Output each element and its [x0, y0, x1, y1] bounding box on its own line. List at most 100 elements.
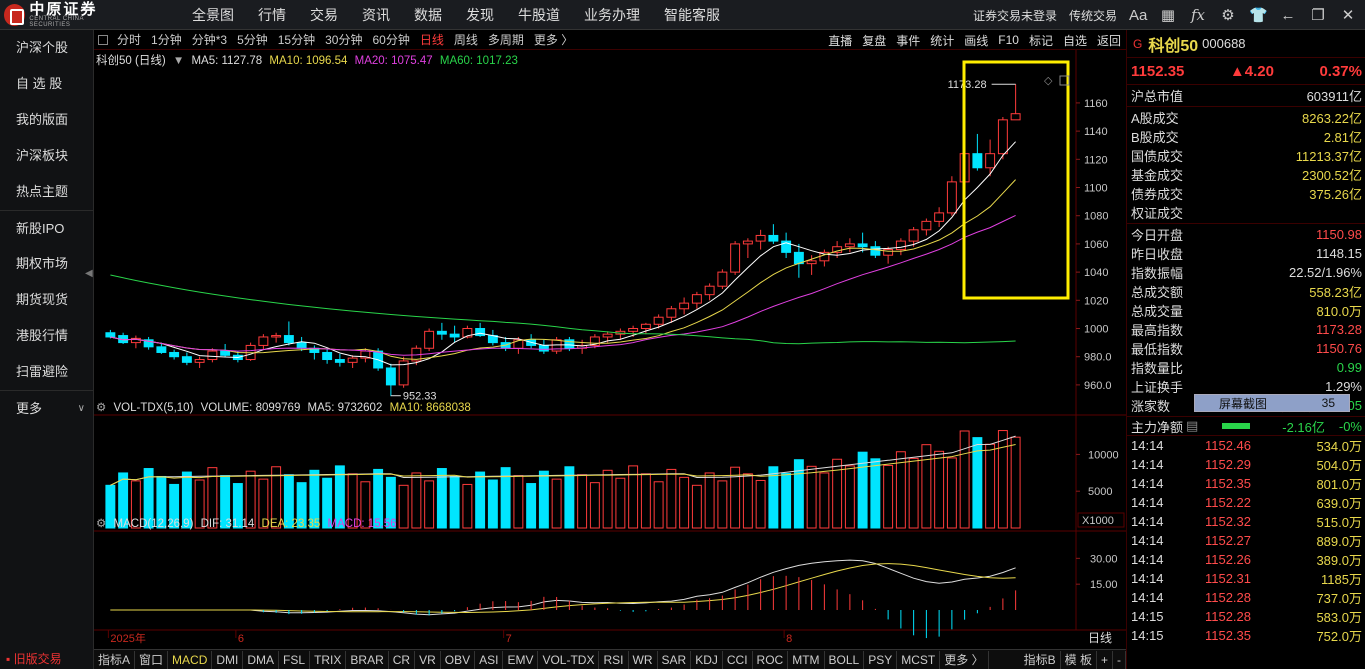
chart-tool-button[interactable]: 复盘 — [862, 33, 887, 48]
macd-value: MACD: 15.56 — [327, 518, 397, 530]
indicator-tab[interactable]: BOLL — [825, 650, 865, 669]
period-tab[interactable]: 多周期 — [487, 33, 524, 47]
period-tab[interactable]: 更多 〉 — [533, 33, 574, 47]
indicator-tab[interactable]: TRIX — [310, 650, 347, 669]
screenshot-tooltip[interactable]: 屏幕截图 35 — [1194, 394, 1350, 412]
indicator-tab[interactable]: BRAR — [346, 650, 389, 669]
indicator-tab[interactable]: DMA — [243, 650, 280, 669]
indicator-tab[interactable]: VR — [415, 650, 441, 669]
shirt-icon[interactable]: 👕 — [1249, 7, 1268, 24]
close-icon[interactable]: ✕ — [1341, 7, 1355, 24]
chart-tool-button[interactable]: 画线 — [964, 33, 989, 48]
flow-detail-icon[interactable]: ▤ — [1186, 418, 1199, 433]
kline-chart[interactable]: 1160 1140 1120 1100 1080 1060 1040 1020 1000 980.… — [94, 50, 1126, 650]
chart-tool-button[interactable]: 自选 — [1062, 33, 1087, 48]
chart-tool-button[interactable]: 统计 — [930, 33, 955, 48]
candle-body — [347, 357, 358, 363]
indicator-tab[interactable]: VOL-TDX — [538, 650, 600, 669]
top-menu-item[interactable]: 牛股道 — [518, 7, 560, 23]
top-menu-item[interactable]: 行情 — [258, 7, 286, 23]
period-tab[interactable]: 15分钟 — [277, 33, 316, 47]
top-menu-item[interactable]: 数据 — [414, 7, 442, 23]
indicator-right-button[interactable]: 模 板 — [1061, 650, 1097, 669]
chart-tool-button[interactable]: F10 — [998, 33, 1019, 47]
indicator-tab[interactable]: CCI — [723, 650, 753, 669]
sidebar-collapse-icon[interactable]: ◀ — [85, 268, 93, 279]
top-menu-item[interactable]: 资讯 — [362, 7, 390, 23]
grid-icon[interactable]: ▦ — [1160, 7, 1176, 24]
sidebar-item[interactable]: 期货现货 — [0, 282, 93, 318]
indicator-tab[interactable]: CR — [389, 650, 416, 669]
indicator-tab[interactable]: EMV — [503, 650, 539, 669]
tick-time: 14:14 — [1131, 552, 1164, 567]
indicator-tab[interactable]: 窗口 — [135, 650, 169, 669]
top-menu-item[interactable]: 全景图 — [192, 7, 234, 23]
volume-settings-icon[interactable]: ⚙ — [96, 402, 107, 414]
period-tab[interactable]: 1分钟 — [151, 33, 182, 47]
sidebar-item[interactable]: 扫雷避险 — [0, 354, 93, 390]
indicator-tab[interactable]: RSI — [599, 650, 629, 669]
sidebar-item[interactable]: 沪深板块 — [0, 138, 93, 174]
sidebar-item[interactable]: 新股IPO — [0, 210, 93, 246]
font-size-icon[interactable]: Aa — [1129, 6, 1148, 24]
price-axis-label: 1080 — [1084, 211, 1108, 223]
period-tab[interactable]: 周线 — [453, 33, 478, 47]
indicator-tab[interactable]: ROC — [753, 650, 789, 669]
top-menu-item[interactable]: 交易 — [310, 7, 338, 23]
indicator-tab[interactable]: MACD — [168, 650, 213, 669]
indicator-right-button[interactable]: + — [1097, 650, 1113, 669]
sidebar-item[interactable]: 期权市场 — [0, 246, 93, 282]
indicator-right-button[interactable]: 指标B — [1020, 650, 1061, 669]
back-icon[interactable]: ← — [1280, 6, 1296, 24]
sidebar-item[interactable]: 自 选 股 — [0, 66, 93, 102]
sidebar-item[interactable]: 我的版面 — [0, 102, 93, 138]
indicator-right-button[interactable]: - — [1113, 650, 1126, 669]
period-tab[interactable]: 日线 — [419, 33, 444, 47]
gear-icon[interactable]: ⚙ — [1221, 7, 1235, 24]
indicator-tab[interactable]: WR — [629, 650, 658, 669]
period-tab[interactable]: 5分钟 — [237, 33, 268, 47]
indicator-tab[interactable]: ASI — [475, 650, 504, 669]
sidebar-item[interactable]: 港股行情 — [0, 318, 93, 354]
quote-value: 810.0万 — [1316, 304, 1362, 319]
sidebar-item[interactable]: 热点主题 — [0, 174, 93, 210]
trade-mode[interactable]: 传统交易 — [1068, 8, 1117, 23]
quote-value: 0.99 — [1336, 360, 1362, 375]
chart-tool-button[interactable]: 标记 — [1028, 33, 1053, 48]
chart-tool-button[interactable]: 返回 — [1096, 33, 1121, 48]
macd-settings-icon[interactable]: ⚙ — [96, 518, 107, 530]
quote-key: 最低指数 — [1131, 342, 1184, 357]
volume-bar — [844, 465, 855, 529]
function-icon[interactable]: fx — [1190, 6, 1205, 24]
period-menu-icon[interactable] — [98, 34, 108, 45]
indicator-tab[interactable]: FSL — [279, 650, 311, 669]
indicator-tab[interactable]: PSY — [864, 650, 898, 669]
chart-tool-button[interactable]: 事件 — [896, 33, 921, 48]
tick-list[interactable]: 14:14 1152.46 534.0万 14:14 1152.29 504.0万 14:1… — [1127, 436, 1365, 645]
candle-body — [844, 243, 855, 248]
login-status[interactable]: 证券交易未登录 — [972, 8, 1057, 23]
indicator-tab[interactable]: DMI — [212, 650, 244, 669]
indicator-tab[interactable]: KDJ — [691, 650, 723, 669]
period-tab[interactable]: 分钟*3 — [191, 33, 228, 47]
sidebar-item[interactable]: 更多 ∨ — [0, 390, 93, 426]
volume-bar — [691, 484, 702, 529]
indicator-tab[interactable]: MTM — [788, 650, 825, 669]
top-menu-item[interactable]: 发现 — [466, 7, 494, 23]
chart-tool-button[interactable]: 直播 — [828, 33, 853, 48]
indicator-tab[interactable]: MCST — [897, 650, 941, 669]
period-tab[interactable]: 30分钟 — [325, 33, 363, 47]
top-menu-item[interactable]: 业务办理 — [584, 7, 640, 23]
sidebar-item[interactable]: 沪深个股 — [0, 30, 93, 66]
indicator-tab[interactable]: SAR — [658, 650, 692, 669]
restore-icon[interactable]: ❐ — [1311, 7, 1325, 24]
top-menu-item[interactable]: 智能客服 — [664, 7, 720, 23]
legend-toggle-icon[interactable]: ▼ — [172, 55, 185, 67]
indicator-tab[interactable]: 更多 〉 — [940, 650, 989, 669]
old-trade-link[interactable]: ▪ 旧版交易 — [6, 652, 62, 666]
indicator-tab[interactable]: OBV — [441, 650, 476, 669]
period-tab[interactable]: 60分钟 — [372, 33, 410, 47]
indicator-tab[interactable]: 指标A — [94, 650, 136, 669]
panel-toggle-icon — [1059, 75, 1070, 86]
period-tab[interactable]: 分时 — [117, 33, 142, 47]
